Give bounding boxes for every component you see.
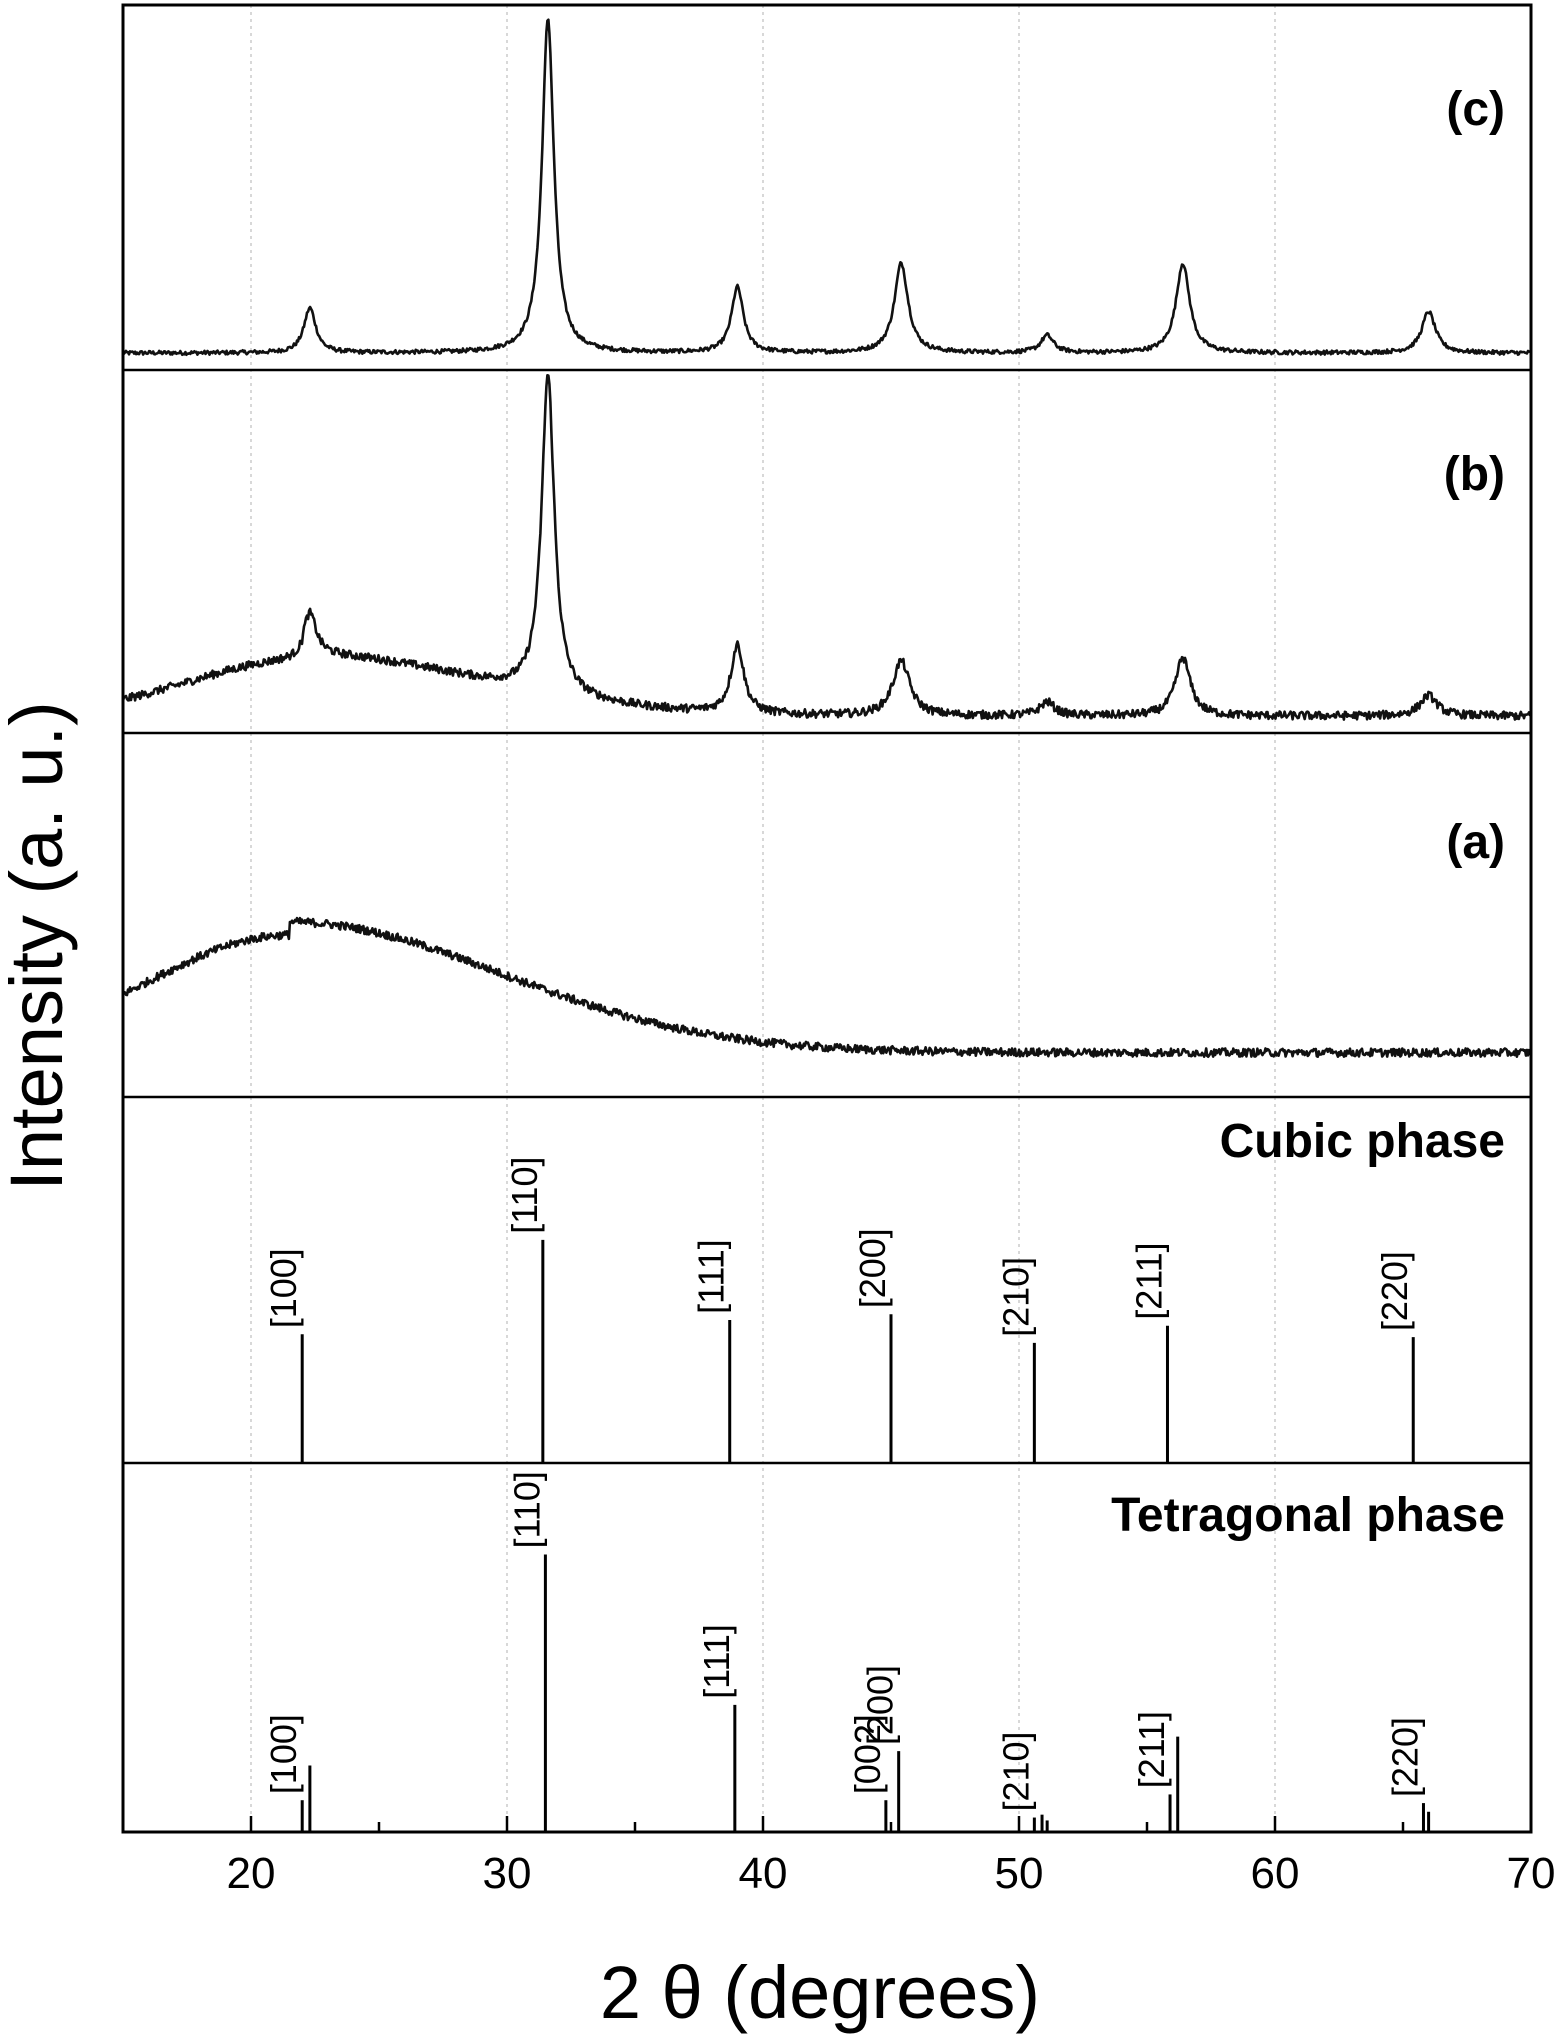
- spectra: [121, 18, 1533, 1058]
- hkl-label-0-0: [100]: [263, 1248, 304, 1328]
- x-tick-label-20: 20: [227, 1849, 276, 1898]
- x-axis-title: 2 θ (degrees): [600, 1951, 1040, 2034]
- plot-frame: [121, 3, 1533, 1834]
- hkl-label-1-4: [002]: [847, 1714, 888, 1794]
- hkl-label-0-3: [200]: [852, 1228, 893, 1308]
- phase-title-0: Cubic phase: [1220, 1115, 1505, 1168]
- hkl-label-0-1: [110]: [504, 1157, 545, 1234]
- x-tick-label-50: 50: [995, 1849, 1044, 1898]
- hkl-label-1-9: [211]: [1131, 1711, 1172, 1788]
- x-axis: 20 30 40 50 60 70: [121, 1816, 1556, 1898]
- phase-title-1: Tetragonal phase: [1111, 1489, 1505, 1542]
- spectrum-line-1: [121, 374, 1532, 721]
- panel-label-0: (c): [1446, 83, 1505, 136]
- hkl-label-0-4: [210]: [995, 1257, 1036, 1337]
- gridlines: [250, 5, 1532, 1832]
- x-tick-label-30: 30: [483, 1849, 532, 1898]
- plot-border: [121, 3, 1533, 1834]
- panel-label-1: (b): [1444, 448, 1505, 501]
- x-tick-label-40: 40: [739, 1849, 788, 1898]
- hkl-label-1-2: [110]: [506, 1471, 547, 1548]
- x-tick-label-60: 60: [1251, 1849, 1300, 1898]
- spectrum-line-0: [121, 18, 1532, 357]
- x-tick-label-70: 70: [1507, 1849, 1556, 1898]
- hkl-label-1-3: [111]: [696, 1624, 737, 1699]
- y-axis-title: Intensity (a. u.): [0, 701, 78, 1190]
- hkl-label-1-5: [200]: [860, 1665, 901, 1745]
- hkl-label-1-0: [100]: [263, 1714, 304, 1794]
- panel-labels: (c) (b) (a) Cubic phase Tetragonal phase: [1111, 83, 1505, 1542]
- hkl-label-1-6: [210]: [995, 1731, 1036, 1811]
- hkl-label-0-2: [111]: [691, 1239, 732, 1314]
- hkl-label-1-11: [220]: [1384, 1717, 1425, 1797]
- spectrum-line-2: [122, 916, 1533, 1058]
- hkl-label-0-5: [211]: [1128, 1242, 1169, 1319]
- panel-label-2: (a): [1446, 816, 1505, 869]
- reference-lines: [100] [110] [111] [200] [210] [211] [220] [100]…: [263, 1157, 1431, 1832]
- hkl-label-0-6: [220]: [1374, 1251, 1415, 1331]
